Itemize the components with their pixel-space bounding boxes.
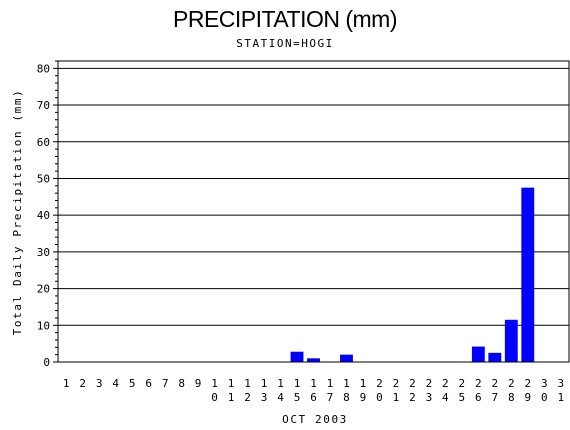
x-tick-label: 2 (244, 391, 251, 404)
x-tick-label: 2 (442, 377, 449, 390)
x-tick-label: 2 (409, 391, 416, 404)
x-tick-label: 3 (541, 377, 548, 390)
x-tick-label: 2 (393, 377, 400, 390)
x-tick-label: 2 (508, 377, 515, 390)
x-tick-label: 1 (228, 391, 235, 404)
y-axis: 0 10 20 30 40 50 60 70 80 (37, 60, 58, 369)
x-tick-label: 1 (228, 377, 235, 390)
y-axis-label: Total Daily Precipitation (mm) (11, 89, 24, 336)
x-tick-label: 2 (524, 377, 531, 390)
x-tick-label: 9 (524, 391, 531, 404)
x-tick-label: 5 (459, 391, 466, 404)
y-tick-label: 0 (43, 356, 50, 369)
x-tick-label: 8 (343, 391, 350, 404)
x-tick-label: 1 (244, 377, 251, 390)
x-tick-label: 0 (541, 391, 548, 404)
x-tick-label: 1 (393, 391, 400, 404)
x-tick-label: 2 (409, 377, 416, 390)
plot-frame (57, 60, 570, 363)
x-tick-label: 3 (426, 391, 433, 404)
x-tick-label: 1 (261, 377, 268, 390)
bar-15 (290, 351, 304, 362)
x-tick-label: 9 (195, 377, 202, 390)
x-tick-label: 3 (96, 377, 103, 390)
x-tick-label: 8 (508, 391, 515, 404)
y-tick-label: 10 (37, 319, 50, 332)
y-tick-label: 80 (37, 62, 50, 75)
bar-27 (488, 352, 502, 362)
x-tick-label: 1 (557, 391, 564, 404)
bars (290, 187, 535, 362)
x-tick-label: 2 (475, 377, 482, 390)
grid-lines (58, 67, 569, 326)
chart-title: PRECIPITATION (mm) (173, 6, 397, 32)
x-tick-label: 0 (211, 391, 218, 404)
y-tick-label: 50 (37, 172, 50, 185)
bar-28 (504, 319, 518, 362)
x-tick-label: 6 (310, 391, 317, 404)
x-tick-label: 2 (426, 377, 433, 390)
x-tick-label: 1 (277, 377, 284, 390)
x-tick-label: 3 (557, 377, 564, 390)
x-tick-label: 0 (376, 391, 383, 404)
x-tick-label: 9 (360, 391, 367, 404)
x-tick-label: 2 (79, 377, 86, 390)
x-tick-label: 6 (475, 391, 482, 404)
x-tick-label: 2 (459, 377, 466, 390)
y-tick-label: 30 (37, 246, 50, 259)
x-tick-label: 4 (112, 377, 119, 390)
x-axis-label: OCT 2003 (282, 413, 348, 426)
bar-16 (307, 358, 320, 362)
bar-18 (340, 354, 353, 362)
bar-29 (521, 187, 535, 362)
x-tick-label: 7 (327, 391, 334, 404)
x-tick-label: 5 (129, 377, 136, 390)
chart-subtitle: STATION=HOGI (236, 37, 334, 50)
y-tick-label: 40 (37, 209, 50, 222)
y-tick-label: 60 (37, 136, 50, 149)
x-tick-label: 1 (294, 377, 301, 390)
x-tick-label: 1 (211, 377, 218, 390)
x-tick-label: 4 (277, 391, 284, 404)
x-tick-label: 7 (492, 391, 499, 404)
x-tick-label: 2 (492, 377, 499, 390)
y-tick-label: 20 (37, 283, 50, 296)
x-tick-label: 1 (310, 377, 317, 390)
bar-26 (471, 346, 485, 362)
x-tick-label: 7 (162, 377, 169, 390)
x-tick-label: 1 (360, 377, 367, 390)
x-tick-label: 1 (343, 377, 350, 390)
x-axis: 1 2 3 4 5 6 7 8 9 1011121314151617181920212223242… (63, 377, 564, 404)
x-tick-label: 1 (327, 377, 334, 390)
x-tick-label: 8 (178, 377, 185, 390)
x-tick-label: 3 (261, 391, 268, 404)
x-tick-label: 6 (145, 377, 152, 390)
x-tick-label: 4 (442, 391, 449, 404)
x-tick-label: 5 (294, 391, 301, 404)
x-tick-label: 1 (63, 377, 70, 390)
y-tick-label: 70 (37, 99, 50, 112)
x-tick-label: 2 (376, 377, 383, 390)
